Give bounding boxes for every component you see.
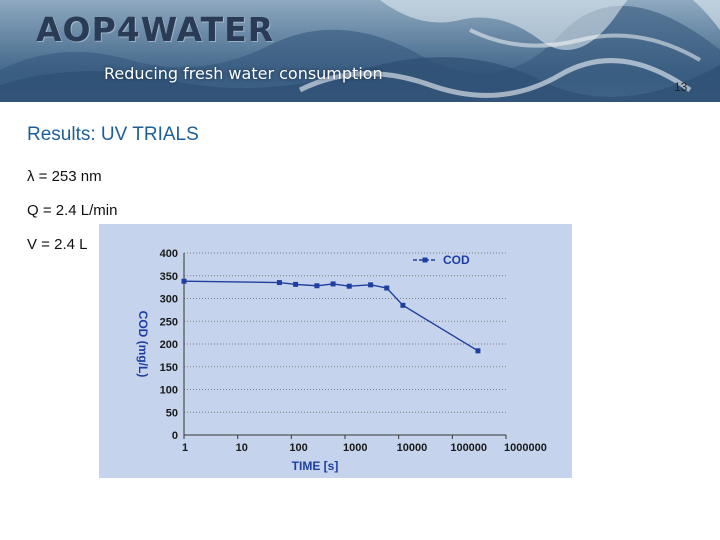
legend-marker	[422, 257, 428, 263]
param-wavelength: λ = 253 nm	[27, 168, 102, 185]
data-point	[475, 348, 481, 354]
series-line-cod	[183, 280, 479, 352]
slide-title: Results: UV TRIALS	[27, 124, 199, 145]
y-tick-label: 0	[172, 430, 178, 442]
chart-canvas: 0 50 100 150 200 250 300 350 400 1 10 100 1000 10000 1…	[136, 248, 547, 473]
x-tick-label: 10000	[397, 442, 428, 454]
data-point	[346, 283, 352, 289]
data-point	[384, 285, 390, 291]
y-tick-label: 350	[160, 271, 178, 283]
data-point	[276, 280, 282, 286]
param-volume: V = 2.4 L	[27, 236, 88, 253]
x-tick-label: 1000000	[504, 442, 547, 454]
param-flow-rate: Q = 2.4 L/min	[27, 202, 118, 219]
brand-logo: AOP4WATER	[36, 10, 275, 49]
y-tick-label: 150	[160, 362, 178, 374]
x-tick-label: 100	[289, 442, 307, 454]
x-tick-label: 100000	[450, 442, 487, 454]
tagline: Reducing fresh water consumption	[104, 64, 383, 83]
data-point	[293, 281, 299, 287]
y-tick-label: 250	[160, 316, 178, 328]
y-tick-label: 200	[160, 339, 178, 351]
data-point	[314, 283, 320, 289]
cod-chart: 0 50 100 150 200 250 300 350 400 1 10 100 1000 10000 1…	[99, 224, 572, 478]
y-axis-title: COD (mg/L)	[136, 311, 150, 378]
y-tick-label: 400	[160, 248, 178, 260]
wave-background	[0, 0, 720, 102]
data-point	[181, 278, 187, 284]
data-point	[368, 282, 374, 288]
data-point	[330, 281, 336, 287]
x-tick-label: 1	[182, 442, 188, 454]
legend-label: COD	[443, 253, 470, 267]
y-tick-label: 50	[166, 407, 178, 419]
page-number: 13	[674, 80, 688, 94]
header-banner: AOP4WATER Reducing fresh water consumpti…	[0, 0, 720, 102]
x-tick-label: 10	[236, 442, 248, 454]
x-axis-title: TIME [s]	[292, 459, 339, 473]
y-tick-label: 100	[160, 385, 178, 397]
y-tick-label: 300	[160, 294, 178, 306]
data-point	[400, 302, 406, 308]
x-tick-label: 1000	[343, 442, 367, 454]
